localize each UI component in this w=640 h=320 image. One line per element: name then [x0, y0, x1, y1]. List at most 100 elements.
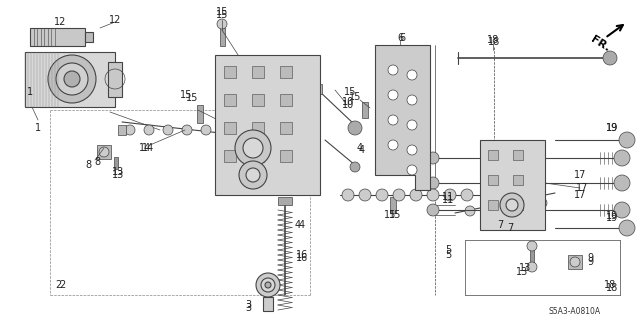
Text: FR.: FR. [589, 34, 611, 54]
Text: 3: 3 [245, 303, 251, 313]
Bar [390, 197, 396, 213]
Text: 13: 13 [519, 263, 531, 273]
Text: 7: 7 [497, 220, 503, 230]
Bar [85, 32, 93, 42]
Bar [362, 102, 368, 118]
Circle shape [48, 55, 96, 103]
Circle shape [527, 241, 537, 251]
Text: 19: 19 [606, 123, 618, 133]
Text: 11: 11 [442, 192, 454, 202]
Circle shape [246, 168, 260, 182]
Circle shape [483, 204, 493, 214]
Circle shape [461, 189, 473, 201]
Text: 17: 17 [574, 190, 586, 200]
Bar [224, 66, 236, 78]
Bar [30, 28, 85, 46]
Text: 19: 19 [606, 211, 618, 221]
Text: 16: 16 [296, 253, 308, 263]
Bar [280, 150, 292, 162]
Bar [118, 125, 126, 135]
Text: 7: 7 [507, 223, 513, 233]
Bar [224, 94, 236, 106]
Circle shape [519, 200, 529, 210]
Circle shape [217, 19, 227, 29]
Bar [280, 94, 292, 106]
Circle shape [64, 71, 80, 87]
Bar [488, 200, 498, 210]
Circle shape [527, 262, 537, 272]
Text: 9: 9 [587, 253, 593, 263]
Text: 14: 14 [142, 143, 154, 153]
Circle shape [388, 140, 398, 150]
Text: 5: 5 [445, 250, 451, 260]
Circle shape [427, 177, 439, 189]
Circle shape [359, 189, 371, 201]
Circle shape [407, 120, 417, 130]
Text: 4: 4 [295, 220, 301, 230]
Text: 13: 13 [112, 167, 124, 177]
Circle shape [182, 125, 192, 135]
Bar [488, 150, 498, 160]
Polygon shape [375, 45, 430, 190]
Circle shape [407, 95, 417, 105]
Bar [252, 94, 264, 106]
Text: 15: 15 [349, 92, 361, 102]
Text: 10: 10 [342, 100, 354, 110]
Circle shape [239, 161, 267, 189]
Circle shape [239, 125, 249, 135]
Bar [25, 52, 115, 107]
Circle shape [56, 63, 88, 95]
Text: 3: 3 [245, 300, 251, 310]
Text: 16: 16 [296, 250, 308, 260]
Circle shape [388, 65, 398, 75]
Text: 13: 13 [112, 170, 124, 180]
Text: 15: 15 [389, 210, 401, 220]
Bar [252, 150, 264, 162]
Text: 18: 18 [488, 37, 500, 47]
Bar [513, 175, 523, 185]
Text: 5: 5 [445, 245, 451, 255]
Text: 4: 4 [357, 143, 363, 153]
Circle shape [388, 90, 398, 100]
Circle shape [201, 125, 211, 135]
Circle shape [619, 132, 635, 148]
Circle shape [256, 273, 280, 297]
Text: 12: 12 [109, 15, 121, 25]
Bar [197, 105, 203, 123]
Bar [312, 84, 322, 94]
Bar [280, 66, 292, 78]
Bar [114, 157, 118, 169]
Circle shape [614, 150, 630, 166]
Text: 11: 11 [442, 195, 454, 205]
Text: 19: 19 [606, 123, 618, 133]
Text: 18: 18 [487, 35, 499, 45]
Circle shape [265, 282, 271, 288]
Text: 18: 18 [604, 280, 616, 290]
Circle shape [99, 147, 109, 157]
Text: 1: 1 [27, 87, 33, 97]
Circle shape [427, 204, 439, 216]
Bar [480, 140, 545, 230]
Text: 6: 6 [399, 33, 405, 43]
Bar [224, 122, 236, 134]
Circle shape [407, 165, 417, 175]
Bar [97, 145, 111, 159]
Circle shape [410, 189, 422, 201]
Circle shape [342, 189, 354, 201]
Text: 1: 1 [35, 123, 41, 133]
Circle shape [388, 115, 398, 125]
Circle shape [444, 189, 456, 201]
Text: 17: 17 [574, 170, 586, 180]
Circle shape [465, 206, 475, 216]
Circle shape [125, 125, 135, 135]
Text: 4: 4 [299, 220, 305, 230]
Circle shape [350, 162, 360, 172]
Circle shape [619, 220, 635, 236]
Circle shape [537, 198, 547, 208]
Text: S5A3-A0810A: S5A3-A0810A [549, 308, 601, 316]
Circle shape [376, 189, 388, 201]
Bar [488, 175, 498, 185]
Circle shape [570, 257, 580, 267]
Text: 14: 14 [139, 143, 151, 153]
Text: 13: 13 [516, 267, 528, 277]
